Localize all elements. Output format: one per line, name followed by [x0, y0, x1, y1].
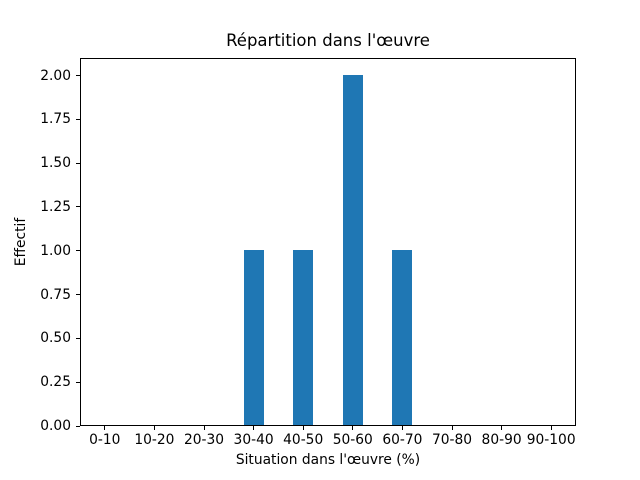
- x-tick-label: 0-10: [89, 432, 121, 448]
- x-tick-label: 40-50: [283, 432, 324, 448]
- x-tick-mark: [104, 426, 106, 430]
- x-tick-mark: [501, 426, 503, 430]
- x-tick-label: 60-70: [382, 432, 423, 448]
- y-tick-mark: [76, 75, 80, 77]
- bar-60-70: [392, 249, 413, 425]
- y-tick-label: 0.00: [40, 418, 71, 434]
- x-axis-label: Situation dans l'œuvre (%): [235, 452, 421, 468]
- y-tick-mark: [76, 162, 80, 164]
- x-tick-label: 70-80: [431, 432, 473, 448]
- x-tick-label: 30-40: [233, 432, 274, 448]
- y-tick-label: 2.00: [40, 67, 71, 84]
- y-tick-label: 1.25: [40, 198, 71, 215]
- x-tick-mark: [451, 426, 453, 430]
- y-tick-label: 0.25: [40, 374, 71, 391]
- x-tick-mark: [302, 426, 304, 430]
- x-tick-label: 10-20: [134, 432, 175, 448]
- y-tick-mark: [76, 250, 80, 252]
- y-tick-mark: [76, 206, 80, 208]
- x-tick-mark: [352, 426, 354, 430]
- y-tick-mark: [76, 118, 80, 120]
- y-tick-label: 0.50: [40, 330, 71, 347]
- y-tick-mark: [76, 381, 80, 383]
- x-tick-label: 90-100: [526, 432, 576, 448]
- y-tick-label: 1.00: [40, 242, 71, 259]
- plot-area: [80, 58, 576, 426]
- x-tick-mark: [401, 426, 403, 430]
- chart-title: Répartition dans l'œuvre: [226, 31, 430, 50]
- x-tick-mark: [550, 426, 552, 430]
- x-tick-label: 50-60: [332, 432, 373, 448]
- y-axis-label: Effectif: [13, 217, 29, 267]
- y-tick-mark: [76, 425, 80, 427]
- x-tick-mark: [153, 426, 155, 430]
- bar-30-40: [243, 249, 264, 425]
- y-tick-label: 1.50: [40, 155, 71, 172]
- y-tick-label: 0.75: [40, 286, 71, 303]
- x-tick-label: 20-30: [183, 432, 225, 448]
- x-tick-label: 80-90: [481, 432, 522, 448]
- x-tick-mark: [203, 426, 205, 430]
- bar-40-50: [293, 249, 314, 425]
- bar-50-60: [342, 74, 363, 425]
- x-tick-mark: [253, 426, 255, 430]
- y-tick-mark: [76, 337, 80, 339]
- y-tick-mark: [76, 294, 80, 296]
- y-tick-label: 1.75: [40, 111, 71, 128]
